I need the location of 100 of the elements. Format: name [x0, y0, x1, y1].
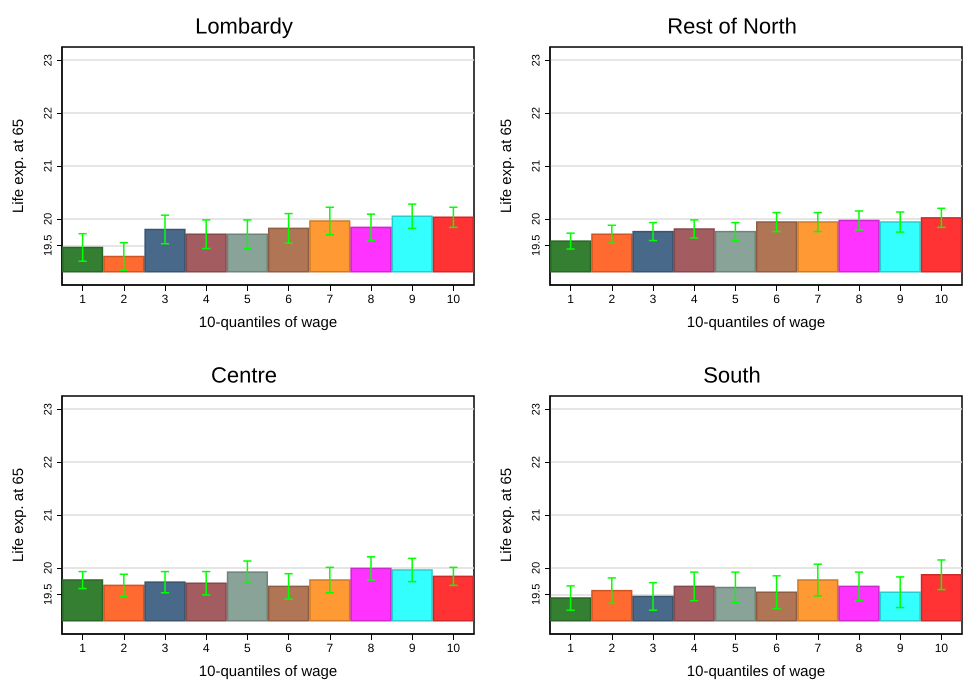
bar — [756, 221, 798, 273]
x-tick-label: 1 — [79, 641, 86, 655]
y-tick-label: 23 — [42, 403, 54, 416]
y-tick-label: 22 — [42, 106, 54, 120]
bar — [797, 579, 838, 622]
bar — [62, 246, 104, 273]
y-tick-label: 21 — [42, 160, 54, 172]
bar — [632, 230, 674, 273]
bar — [268, 228, 310, 273]
x-tick-label: 3 — [650, 292, 657, 306]
x-tick-label: 10 — [446, 292, 460, 306]
x-tick-label: 6 — [285, 641, 292, 655]
y-tick-label: 21 — [42, 508, 54, 522]
y-axis-title: Life exp. at 65 — [498, 118, 515, 214]
bar — [309, 220, 350, 273]
bar — [880, 221, 921, 273]
x-tick-label: 7 — [326, 292, 334, 306]
x-tick-label: 5 — [244, 641, 252, 655]
x-tick-label: 1 — [567, 641, 574, 655]
bar — [392, 215, 433, 273]
y-tick-label: 19.5 — [42, 234, 54, 256]
bar — [62, 579, 104, 622]
bar — [226, 571, 268, 622]
y-tick-label: 23 — [530, 54, 542, 66]
bar — [550, 240, 592, 273]
y-axis-title: Life exp. at 65 — [498, 468, 515, 562]
y-tick-label: 20 — [42, 212, 54, 226]
chart-title: Lombardy — [195, 14, 293, 38]
x-axis-title: 10-quantiles of wage — [686, 314, 826, 331]
y-tick-label: 21 — [530, 508, 542, 522]
bar — [591, 590, 632, 622]
x-tick-label: 3 — [650, 641, 657, 655]
y-tick-label: 19.5 — [530, 584, 542, 606]
x-tick-label: 9 — [408, 641, 416, 655]
bar — [392, 569, 433, 622]
bar — [268, 586, 310, 622]
x-tick-label: 4 — [202, 292, 210, 306]
bar — [350, 568, 392, 622]
x-tick-label: 8 — [856, 292, 863, 306]
bar — [350, 226, 392, 273]
x-tick-label: 5 — [732, 292, 740, 306]
x-tick-label: 10 — [934, 641, 948, 655]
y-axis-title: Life exp. at 65 — [10, 468, 27, 562]
x-tick-label: 4 — [202, 641, 210, 655]
y-tick-label: 21 — [530, 160, 542, 172]
x-tick-label: 8 — [368, 641, 375, 655]
x-tick-label: 7 — [814, 641, 822, 655]
x-tick-label: 10 — [446, 641, 460, 655]
x-tick-label: 2 — [120, 292, 128, 306]
x-tick-label: 9 — [896, 641, 904, 655]
y-tick-label: 22 — [530, 456, 542, 468]
bar — [186, 582, 227, 622]
y-tick-label: 19.5 — [530, 234, 542, 256]
bar — [103, 256, 144, 273]
x-axis-title: 10-quantiles of wage — [686, 663, 826, 680]
chart-title: South — [703, 362, 761, 388]
x-axis-title: 10-quantiles of wage — [198, 663, 338, 680]
y-tick-label: 20 — [42, 562, 54, 574]
x-tick-label: 2 — [608, 292, 616, 306]
bar — [103, 584, 144, 622]
x-tick-label: 4 — [690, 292, 698, 306]
bar — [144, 581, 186, 622]
x-tick-label: 2 — [608, 641, 616, 655]
y-axis-title: Life exp. at 65 — [10, 118, 27, 214]
y-tick-label: 22 — [42, 456, 54, 468]
y-tick-label: 20 — [530, 562, 542, 574]
y-tick-label: 20 — [530, 212, 542, 226]
x-tick-label: 7 — [814, 292, 822, 306]
bar — [186, 233, 227, 273]
x-tick-label: 2 — [120, 641, 128, 655]
x-tick-label: 6 — [773, 641, 780, 655]
x-tick-label: 3 — [162, 292, 169, 306]
bar — [838, 586, 880, 622]
x-tick-label: 6 — [773, 292, 780, 306]
bar — [144, 228, 186, 273]
y-tick-label: 22 — [530, 106, 542, 120]
x-tick-label: 4 — [690, 641, 698, 655]
bar — [880, 591, 921, 622]
bar — [674, 586, 715, 622]
y-tick-label: 23 — [530, 403, 542, 416]
bar — [714, 586, 756, 622]
bar — [309, 579, 350, 622]
y-tick-label: 23 — [42, 54, 54, 66]
x-axis-title: 10-quantiles of wage — [198, 314, 338, 331]
chart-title: Centre — [210, 362, 278, 388]
bar — [838, 220, 880, 273]
bar — [591, 233, 632, 273]
x-tick-label: 9 — [896, 292, 904, 306]
chart-title: Rest of North — [667, 14, 797, 38]
bar — [920, 574, 962, 622]
x-tick-label: 8 — [368, 292, 375, 306]
bar — [432, 216, 474, 273]
bar — [632, 596, 674, 622]
bar — [674, 228, 715, 273]
x-tick-label: 1 — [567, 292, 574, 306]
bar — [756, 591, 798, 622]
bar — [550, 597, 592, 622]
x-tick-label: 6 — [285, 292, 292, 306]
x-tick-label: 5 — [732, 641, 740, 655]
bar — [920, 217, 962, 273]
